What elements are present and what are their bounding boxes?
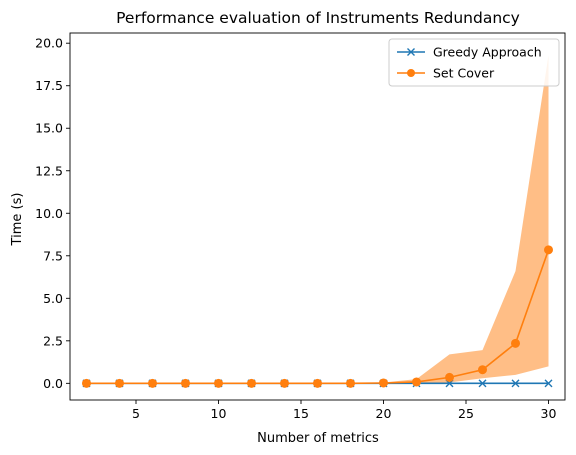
y-tick-label: 15.0 (35, 121, 63, 136)
x-tick-label: 20 (376, 406, 392, 421)
legend-marker (407, 48, 415, 56)
data-point (346, 378, 355, 388)
data-point (511, 338, 520, 348)
data-point (478, 379, 487, 388)
plot-area: 5 10 15 20 25 30 0.0 2.5 5.0 7.5 10.0 12.5 15.0 17.5 2… (35, 32, 566, 421)
y-tick-label: 12.5 (35, 163, 63, 178)
y-tick-label: 17.5 (35, 78, 63, 93)
data-point (412, 377, 421, 387)
series-layer (82, 55, 553, 388)
legend-label: Greedy Approach (433, 45, 542, 60)
legend-marker (407, 69, 415, 77)
y-tick-label: 20.0 (35, 36, 63, 51)
data-point (478, 365, 487, 375)
data-point (544, 379, 553, 388)
data-point (511, 379, 520, 388)
data-point (247, 378, 256, 388)
x-tick-label: 5 (132, 406, 140, 421)
y-tick-label: 7.5 (43, 248, 63, 263)
data-point (148, 378, 157, 388)
data-point (82, 378, 91, 388)
x-tick-label: 10 (211, 406, 227, 421)
y-tick-label: 10.0 (35, 206, 63, 221)
legend: Greedy Approach Set Cover (388, 38, 560, 87)
confidence-band (86, 55, 549, 384)
x-tick-label: 30 (541, 406, 557, 421)
chart-title: Performance evaluation of Instruments Re… (116, 9, 520, 27)
axes-frame (69, 32, 566, 401)
y-tick-label: 0.0 (43, 376, 63, 391)
y-tick-label: 5.0 (43, 291, 63, 306)
data-point (313, 378, 322, 388)
y-tick-label: 2.5 (43, 333, 63, 348)
data-point (544, 245, 553, 255)
x-axis-label: Number of metrics (257, 431, 379, 446)
data-point (379, 378, 388, 388)
legend-label: Set Cover (433, 66, 495, 81)
x-tick-label: 25 (458, 406, 474, 421)
legend-box (388, 38, 560, 87)
x-tick-label: 15 (293, 406, 309, 421)
data-point (280, 378, 289, 388)
data-point (214, 378, 223, 388)
data-point (115, 378, 124, 388)
data-point (181, 378, 190, 388)
y-axis-label: Time (s) (10, 193, 25, 247)
data-point (445, 372, 454, 382)
